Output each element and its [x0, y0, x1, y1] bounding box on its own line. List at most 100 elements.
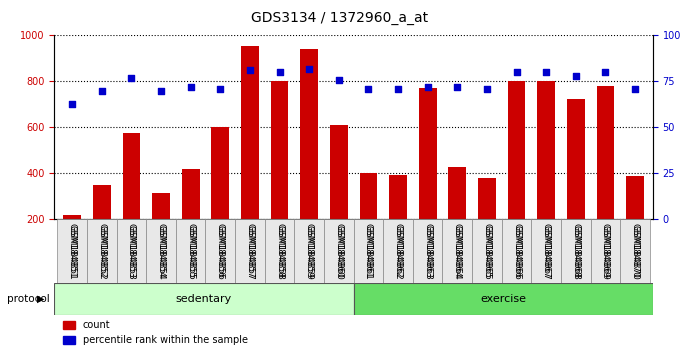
Text: GSM184857: GSM184857 [245, 223, 254, 278]
FancyBboxPatch shape [324, 219, 354, 283]
Point [541, 69, 551, 75]
Point [185, 84, 196, 90]
Text: GSM184859: GSM184859 [305, 223, 313, 278]
Text: GSM184868: GSM184868 [571, 223, 580, 278]
Text: GSM184870: GSM184870 [630, 223, 639, 278]
Bar [537, 81, 555, 266]
Point [571, 73, 581, 79]
Text: GSM184862: GSM184862 [394, 223, 403, 278]
Text: GSM184869: GSM184869 [601, 223, 610, 278]
Bar [448, 166, 466, 266]
Text: protocol: protocol [7, 294, 50, 304]
Bar [330, 125, 347, 266]
Legend: count, percentile rank within the sample: count, percentile rank within the sample [59, 316, 252, 349]
Bar [241, 46, 259, 266]
Bar [389, 175, 407, 266]
Bar [626, 176, 644, 266]
Point [392, 86, 403, 92]
Text: ▶: ▶ [37, 294, 44, 304]
Point [245, 68, 256, 73]
FancyBboxPatch shape [205, 219, 235, 283]
FancyBboxPatch shape [413, 219, 443, 283]
Point [481, 86, 492, 92]
Bar [596, 86, 614, 266]
Text: GSM184868: GSM184868 [571, 224, 580, 279]
Text: GSM184854: GSM184854 [156, 223, 165, 278]
Text: GSM184863: GSM184863 [423, 223, 432, 278]
Bar [508, 81, 526, 266]
Bar [567, 99, 585, 266]
Text: GSM184864: GSM184864 [453, 223, 462, 278]
FancyBboxPatch shape [146, 219, 176, 283]
Text: exercise: exercise [480, 294, 526, 304]
Text: GSM184865: GSM184865 [482, 224, 492, 279]
Text: GSM184858: GSM184858 [275, 224, 284, 279]
Text: GSM184854: GSM184854 [156, 224, 165, 279]
Bar [93, 185, 111, 266]
Text: GSM184865: GSM184865 [482, 223, 492, 278]
Point [630, 86, 641, 92]
Point [126, 75, 137, 81]
Point [363, 86, 374, 92]
Text: GSM184859: GSM184859 [305, 224, 313, 279]
Text: GSM184862: GSM184862 [394, 224, 403, 279]
Point [600, 69, 611, 75]
Point [333, 77, 344, 82]
Text: GSM184860: GSM184860 [335, 223, 343, 278]
Text: GSM184855: GSM184855 [186, 223, 195, 278]
FancyBboxPatch shape [502, 219, 531, 283]
FancyBboxPatch shape [591, 219, 620, 283]
FancyBboxPatch shape [116, 219, 146, 283]
FancyBboxPatch shape [54, 283, 354, 315]
FancyBboxPatch shape [561, 219, 591, 283]
Point [215, 86, 226, 92]
FancyBboxPatch shape [620, 219, 650, 283]
Point [452, 84, 462, 90]
Bar [152, 193, 170, 266]
Point [274, 69, 285, 75]
Text: sedentary: sedentary [176, 294, 232, 304]
Text: GSM184851: GSM184851 [68, 224, 77, 279]
Text: GSM184856: GSM184856 [216, 224, 225, 279]
Text: GSM184851: GSM184851 [68, 223, 77, 278]
Text: GSM184853: GSM184853 [127, 224, 136, 279]
Text: GSM184866: GSM184866 [512, 224, 521, 279]
Point [422, 84, 433, 90]
Bar [419, 88, 437, 266]
Text: GSM184861: GSM184861 [364, 223, 373, 278]
Text: GSM184852: GSM184852 [97, 224, 106, 279]
Text: GSM184863: GSM184863 [423, 224, 432, 279]
FancyBboxPatch shape [531, 219, 561, 283]
FancyBboxPatch shape [265, 219, 294, 283]
Bar [182, 169, 199, 266]
Text: GSM184867: GSM184867 [542, 223, 551, 278]
Text: GSM184853: GSM184853 [127, 223, 136, 278]
Bar [271, 81, 288, 266]
Text: GSM184857: GSM184857 [245, 224, 254, 279]
Text: GSM184869: GSM184869 [601, 224, 610, 279]
FancyBboxPatch shape [294, 219, 324, 283]
Bar [63, 215, 81, 266]
Text: GSM184861: GSM184861 [364, 224, 373, 279]
FancyBboxPatch shape [57, 219, 87, 283]
FancyBboxPatch shape [384, 219, 413, 283]
Point [304, 66, 315, 72]
Text: GSM184852: GSM184852 [97, 223, 106, 278]
Text: GSM184867: GSM184867 [542, 224, 551, 279]
FancyBboxPatch shape [87, 219, 116, 283]
Point [67, 101, 78, 106]
FancyBboxPatch shape [235, 219, 265, 283]
FancyBboxPatch shape [354, 283, 653, 315]
Bar [360, 173, 377, 266]
Text: GSM184856: GSM184856 [216, 223, 225, 278]
FancyBboxPatch shape [354, 219, 384, 283]
Bar [478, 178, 496, 266]
Text: GSM184860: GSM184860 [335, 224, 343, 279]
Point [156, 88, 167, 93]
Bar [301, 49, 318, 266]
FancyBboxPatch shape [176, 219, 205, 283]
Text: GDS3134 / 1372960_a_at: GDS3134 / 1372960_a_at [252, 11, 428, 25]
Text: GSM184858: GSM184858 [275, 223, 284, 278]
Text: GSM184870: GSM184870 [630, 224, 639, 279]
Text: GSM184866: GSM184866 [512, 223, 521, 278]
